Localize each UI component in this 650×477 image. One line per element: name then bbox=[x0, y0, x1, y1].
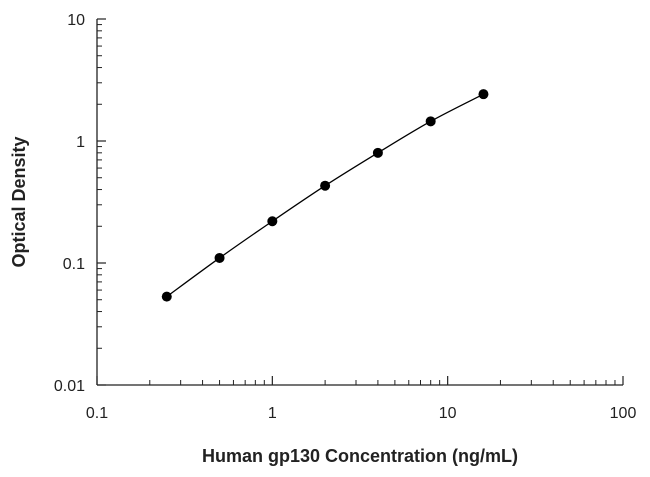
x-axis-title: Human gp130 Concentration (ng/mL) bbox=[202, 446, 518, 466]
points-layer bbox=[161, 89, 489, 302]
data-point bbox=[161, 291, 172, 302]
y-tick-label: 1 bbox=[76, 134, 85, 151]
data-point bbox=[372, 147, 383, 158]
data-point bbox=[478, 89, 489, 100]
fit-layer bbox=[166, 93, 484, 298]
x-tick-label: 100 bbox=[610, 405, 637, 422]
y-tick-label: 0.1 bbox=[63, 256, 85, 273]
x-tick-label: 10 bbox=[439, 405, 457, 422]
axes bbox=[96, 19, 623, 386]
y-tick-label: 10 bbox=[67, 12, 85, 29]
data-point bbox=[320, 180, 331, 191]
y-axis-title: Optical Density bbox=[9, 136, 29, 267]
major-ticks bbox=[96, 18, 624, 386]
minor-ticks bbox=[97, 24, 616, 385]
x-tick-label: 1 bbox=[268, 405, 277, 422]
x-tick-label: 0.1 bbox=[86, 405, 108, 422]
fit-curve bbox=[166, 93, 484, 298]
data-point bbox=[267, 216, 278, 227]
data-point bbox=[214, 252, 225, 263]
data-point bbox=[425, 116, 436, 127]
y-tick-label: 0.01 bbox=[54, 378, 85, 395]
